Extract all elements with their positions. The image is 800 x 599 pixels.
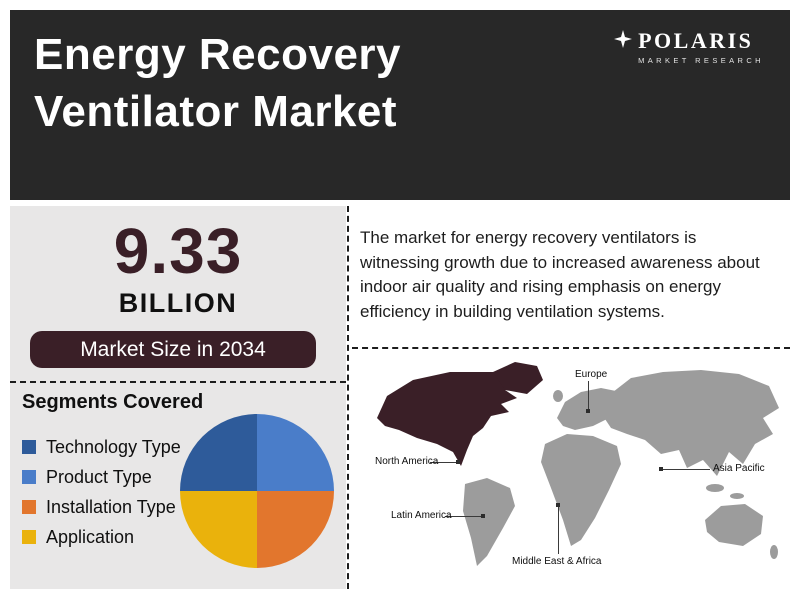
callout-line-latin-america [445, 516, 483, 517]
region-label-latin-america: Latin America [391, 510, 452, 521]
continent-north-america [377, 372, 517, 466]
island-new-zealand [770, 545, 778, 559]
legend-item: Installation Type [22, 496, 181, 517]
legend-item: Application [22, 526, 181, 547]
continent-south-america [463, 478, 515, 566]
callout-dot-north-america [456, 460, 460, 464]
legend-swatch [22, 440, 36, 454]
legend-item: Product Type [22, 466, 181, 487]
page-title: Energy Recovery Ventilator Market [34, 30, 402, 136]
callout-dot-latin-america [481, 514, 485, 518]
market-size-unit: BILLION [118, 288, 238, 318]
legend-swatch [22, 500, 36, 514]
world-map [377, 362, 779, 566]
callout-dot-middle-east-africa [556, 503, 560, 507]
header: Energy Recovery Ventilator Market POLARI… [10, 10, 790, 200]
pie-chart [180, 414, 334, 568]
legend-label: Technology Type [46, 436, 181, 457]
market-size-badge: Market Size in 2034 [30, 331, 316, 368]
legend-swatch [22, 470, 36, 484]
legend-label: Application [46, 526, 135, 547]
brand-logo: POLARIS MARKET RESEARCH [614, 28, 764, 65]
logo-name: POLARIS [638, 28, 754, 53]
island-uk [553, 390, 563, 402]
dashed-divider-vertical [347, 206, 349, 589]
region-label-north-america: North America [375, 456, 439, 467]
continent-greenland [493, 362, 543, 394]
island-indonesia [706, 484, 724, 492]
island-philippines [730, 493, 744, 499]
continent-australia [705, 504, 763, 546]
region-label-middle-east-africa: Middle East & Africa [512, 556, 602, 567]
region-label-europe: Europe [575, 369, 608, 380]
region-label-asia-pacific: Asia Pacific [713, 463, 765, 474]
callout-line-asia-pacific [662, 469, 710, 470]
callout-dot-asia-pacific [659, 467, 663, 471]
segments-heading: Segments Covered [22, 391, 204, 413]
legend-item: Technology Type [22, 436, 181, 457]
logo-subtitle: MARKET RESEARCH [638, 56, 764, 65]
callout-line-north-america [430, 462, 458, 463]
dashed-divider-right [352, 347, 790, 349]
callout-line-europe [588, 381, 589, 411]
legend-label: Product Type [46, 466, 152, 487]
legend-label: Installation Type [46, 496, 176, 517]
callout-dot-europe [586, 409, 590, 413]
star-icon [614, 29, 633, 53]
continent-africa [541, 434, 621, 546]
dashed-divider-left [10, 381, 346, 383]
callout-line-middle-east-africa [558, 506, 559, 554]
legend-swatch [22, 530, 36, 544]
continent-asia [603, 370, 779, 476]
description-text: The market for energy recovery ventilato… [360, 228, 760, 321]
market-size-value: 9.33 [113, 215, 243, 287]
segments-legend: Technology Type Product Type Installatio… [22, 436, 181, 558]
